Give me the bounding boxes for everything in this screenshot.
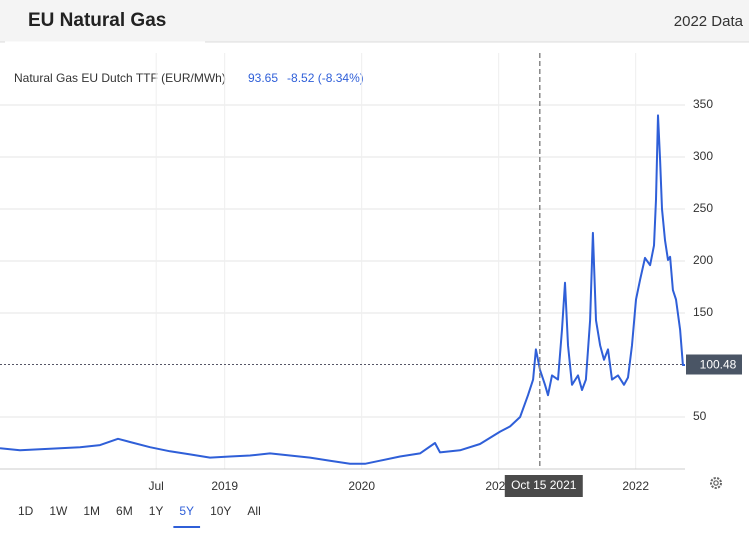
range-button[interactable]: 6M (116, 504, 133, 518)
range-button[interactable]: 1M (83, 504, 100, 518)
y-tick-label: 200 (693, 253, 713, 267)
range-button[interactable]: 1Y (149, 504, 164, 518)
range-button[interactable]: 5Y (179, 504, 194, 518)
page-title: EU Natural Gas (28, 10, 166, 31)
range-button[interactable]: 1D (18, 504, 34, 518)
header-bar (0, 0, 749, 42)
y-tick-label: 50 (693, 409, 707, 423)
legend-price: 93.65 (248, 71, 278, 85)
y-tick-label: 150 (693, 305, 713, 319)
x-tick-label: 2019 (211, 479, 238, 493)
x-tick-label: Jul (149, 479, 164, 493)
x-tick-label: 2022 (622, 479, 649, 493)
y-tick-label: 300 (693, 149, 713, 163)
range-button[interactable]: All (247, 504, 260, 518)
range-button[interactable]: 1W (49, 504, 68, 518)
header-right: 2022 Data (674, 13, 744, 30)
last-price-label: 100.48 (700, 358, 737, 372)
crosshair-label: Oct 15 2021 (511, 478, 577, 492)
crosshair-label-box (504, 475, 583, 497)
x-tick-label: 2020 (348, 479, 375, 493)
y-tick-label: 350 (693, 97, 713, 111)
last-price-box (686, 354, 742, 375)
y-tick-label: 250 (693, 201, 713, 215)
legend-change: -8.52 (-8.34%) (287, 71, 364, 85)
settings-icon[interactable] (710, 477, 722, 489)
range-button[interactable]: 10Y (210, 504, 231, 518)
legend-name: Natural Gas EU Dutch TTF (EUR/MWh) (14, 71, 226, 85)
price-line (0, 114, 685, 465)
